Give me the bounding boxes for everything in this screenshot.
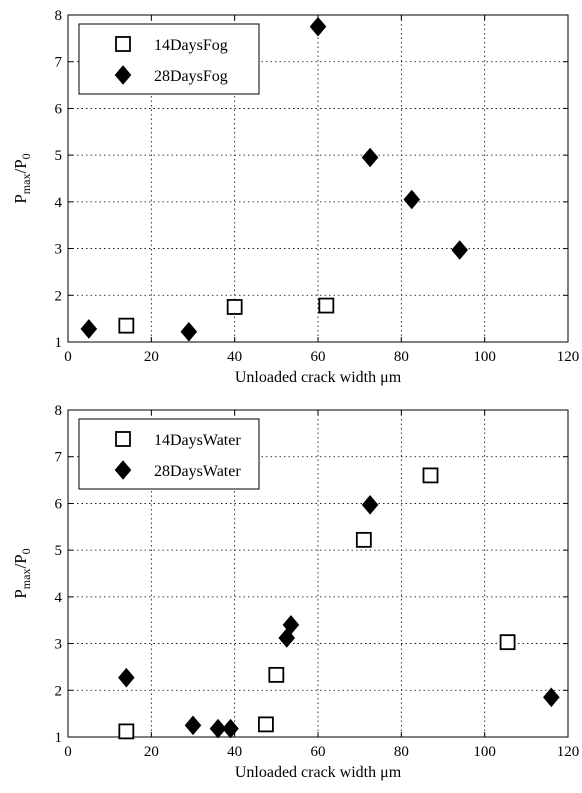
data-point [403, 189, 421, 210]
series-28DaysWater [118, 495, 560, 739]
series-14DaysFog [118, 297, 335, 334]
legend-label: 28DaysWater [154, 463, 241, 480]
data-point [451, 240, 468, 260]
data-point [499, 634, 516, 651]
y-tick-label: 6 [55, 496, 63, 512]
legend-box [78, 418, 260, 490]
y-tick-label: 4 [55, 590, 63, 606]
data-point [180, 321, 198, 342]
x-tick-label: 100 [473, 349, 496, 365]
data-point [222, 718, 239, 739]
y-tick-label: 2 [55, 288, 63, 304]
x-axis-label: Unloaded crack width μm [235, 369, 402, 386]
y-tick-label: 2 [55, 683, 63, 699]
data-point [361, 147, 379, 168]
series-28DaysFog [80, 16, 468, 342]
data-point [80, 319, 98, 339]
y-tick-label: 8 [55, 8, 63, 24]
y-tick-label: 1 [55, 730, 63, 746]
data-point [118, 667, 135, 688]
x-tick-label: 80 [394, 349, 409, 365]
legend-label: 28DaysFog [154, 68, 228, 85]
y-tick-label: 3 [55, 637, 63, 653]
data-point [184, 715, 202, 736]
x-tick-label: 60 [311, 744, 326, 760]
data-point [278, 628, 296, 648]
data-point [268, 666, 285, 683]
y-tick-label: 5 [55, 543, 63, 559]
legend-label: 14DaysWater [154, 432, 241, 449]
y-tick-label: 7 [55, 55, 63, 71]
x-tick-label: 0 [64, 349, 72, 365]
y-tick-label: 7 [55, 450, 63, 466]
x-tick-label: 40 [227, 744, 242, 760]
series-14DaysWater [118, 467, 516, 740]
data-point [118, 723, 135, 740]
legend: 14DaysWater 28DaysWater [78, 418, 260, 490]
x-tick-label: 0 [64, 744, 72, 760]
y-tick-label: 1 [55, 335, 63, 351]
data-point [355, 531, 372, 548]
data-point [282, 615, 300, 635]
legend-box [78, 23, 260, 95]
x-axis-label: Unloaded crack width μm [235, 764, 402, 781]
chart-fog: 0 20 40 60 80 100 120 1 2 3 4 5 6 7 8 Unloaded crack wi… [11, 8, 579, 386]
y-tick-label: 6 [55, 101, 63, 117]
data-point [309, 16, 327, 37]
legend-label: 14DaysFog [154, 37, 228, 54]
legend: 14DaysFog 28DaysFog [78, 23, 260, 95]
legend-marker [115, 36, 131, 52]
data-point [318, 297, 335, 314]
x-tick-label: 80 [394, 744, 409, 760]
x-tick-label: 20 [144, 744, 159, 760]
y-tick-label: 8 [55, 403, 63, 419]
legend-marker [114, 460, 132, 480]
y-tick-label: 5 [55, 148, 63, 164]
data-point [209, 718, 227, 739]
legend-marker [115, 431, 131, 447]
x-tick-label: 20 [144, 349, 159, 365]
chart-water: 0 20 40 60 80 100 120 1 2 3 4 5 6 7 8 Unloaded crack wi… [11, 403, 579, 781]
x-tick-label: 120 [557, 349, 580, 365]
y-axis-label: Pmax/P0 [11, 153, 33, 203]
data-point [422, 467, 439, 484]
y-tick-label: 4 [55, 195, 63, 211]
x-tick-label: 120 [557, 744, 580, 760]
data-point [258, 716, 274, 733]
legend-marker [114, 65, 132, 85]
x-tick-label: 60 [311, 349, 326, 365]
data-point [118, 317, 135, 334]
y-tick-label: 3 [55, 242, 63, 258]
data-point [543, 687, 560, 708]
x-tick-label: 40 [227, 349, 242, 365]
y-axis-label: Pmax/P0 [11, 548, 33, 598]
data-point [226, 299, 243, 315]
x-tick-label: 100 [473, 744, 496, 760]
data-point [361, 495, 379, 515]
